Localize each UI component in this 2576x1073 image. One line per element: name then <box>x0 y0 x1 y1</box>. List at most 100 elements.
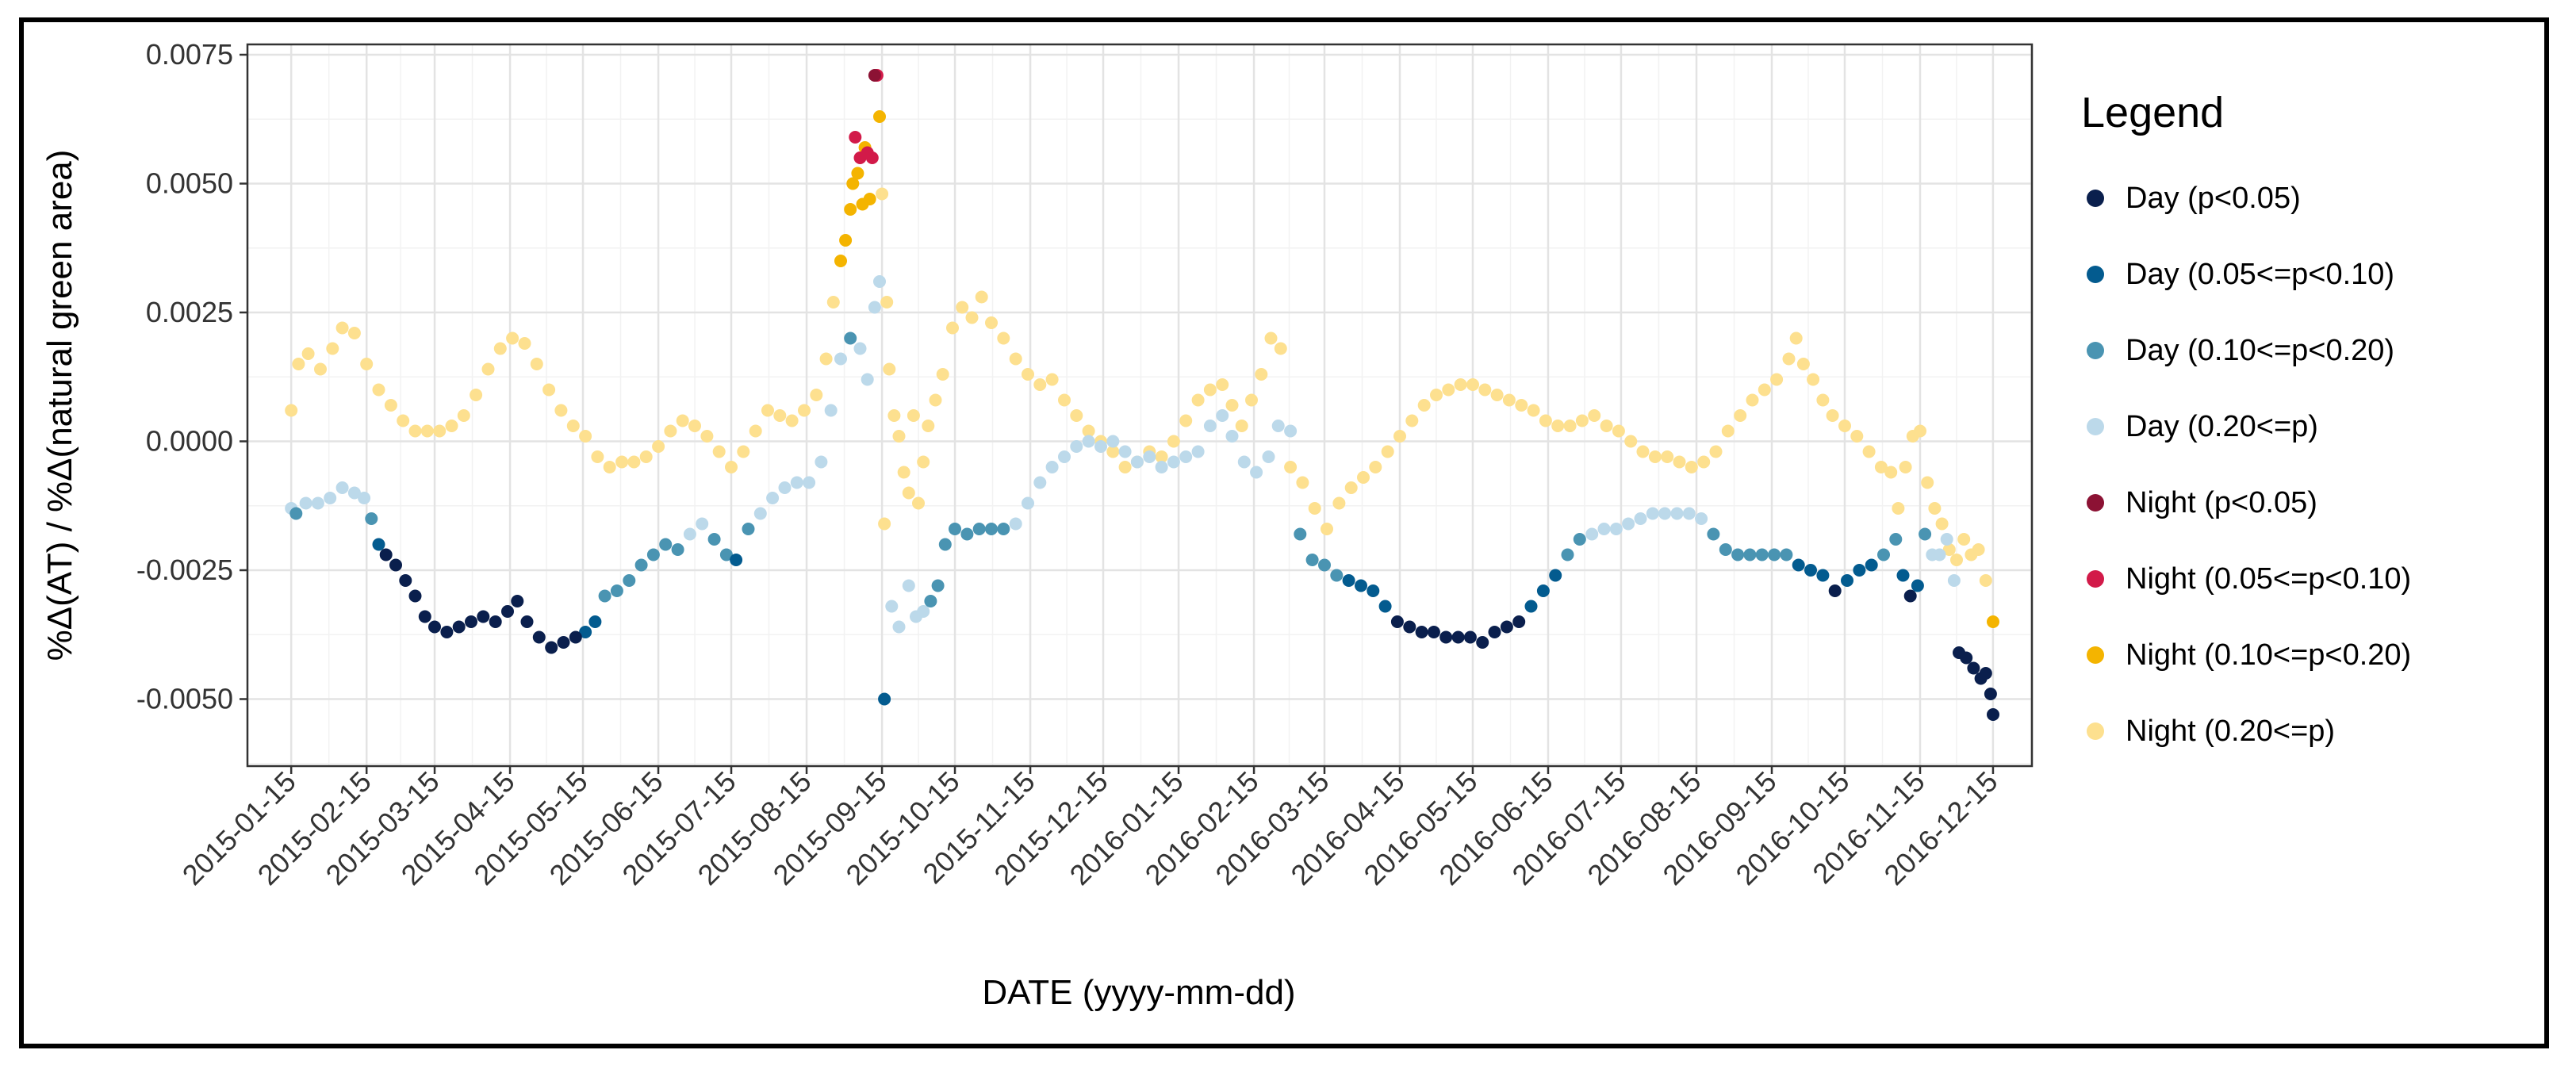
data-point-night <box>1884 466 1898 479</box>
data-point-night <box>1987 615 1999 628</box>
data-point-night <box>335 321 349 335</box>
x-axis-title: DATE (yyyy-mm-dd) <box>982 973 1295 1012</box>
data-point-day <box>1355 579 1367 592</box>
data-point-night <box>1942 543 1956 556</box>
data-point-night <box>1058 393 1071 407</box>
data-point-day <box>1609 523 1623 535</box>
data-point-night <box>1022 368 1034 381</box>
data-point-day <box>1597 523 1611 535</box>
data-point-day <box>1330 569 1344 582</box>
data-point-night <box>1118 461 1132 473</box>
data-point-day <box>742 523 755 535</box>
data-point-day <box>1439 630 1453 644</box>
data-point-night <box>1636 445 1650 458</box>
data-point-day <box>532 630 546 644</box>
data-point-day <box>1476 636 1489 649</box>
data-point-night <box>907 409 920 422</box>
data-point-night <box>433 424 447 438</box>
legend-key-night_p020 <box>2087 646 2104 664</box>
data-point-day <box>610 584 623 597</box>
data-point-day <box>824 404 838 417</box>
data-point-night <box>1972 543 1985 556</box>
data-point-night <box>1454 378 1467 391</box>
data-point-day <box>1780 548 1793 561</box>
data-point-day <box>1903 589 1917 603</box>
y-tick-label: 0.0000 <box>146 425 233 458</box>
data-point-night <box>652 440 665 453</box>
data-point-night <box>1921 476 1934 489</box>
data-point-night <box>917 455 930 469</box>
data-point-night <box>1179 414 1193 427</box>
data-point-night <box>603 461 616 473</box>
data-point-night <box>360 358 374 370</box>
data-point-day <box>1179 450 1193 463</box>
data-point-day <box>853 342 867 355</box>
data-point-night <box>1796 358 1810 370</box>
data-point-day <box>1707 527 1720 541</box>
data-point-night <box>664 424 677 438</box>
data-point-day <box>289 507 303 520</box>
data-point-night <box>1106 445 1120 458</box>
data-point-day <box>938 538 952 551</box>
data-point-day <box>1033 476 1047 489</box>
data-point-night <box>1308 502 1321 515</box>
data-point-night <box>676 414 689 427</box>
data-point-day <box>1403 620 1416 634</box>
data-point-day <box>1960 651 1973 665</box>
data-point-night <box>985 316 998 329</box>
data-point-day <box>696 517 709 531</box>
data-point-night <box>408 424 422 438</box>
data-point-day <box>1940 533 1953 546</box>
y-tick-label: 0.0025 <box>146 296 233 328</box>
data-point-night <box>865 151 879 164</box>
data-point-day <box>1967 661 1980 675</box>
data-point-night <box>1709 445 1723 458</box>
data-point-night <box>1284 461 1298 473</box>
data-point-day <box>347 486 361 500</box>
data-point-night <box>929 393 942 407</box>
data-point-night <box>566 420 580 432</box>
data-point-night <box>902 486 915 500</box>
data-point-night <box>997 331 1010 345</box>
data-point-night <box>1612 424 1625 438</box>
data-point-day <box>1009 517 1022 531</box>
data-point-day <box>1427 626 1440 638</box>
data-point-night <box>1381 445 1394 458</box>
data-point-day <box>1143 450 1156 463</box>
data-point-day <box>1130 455 1144 469</box>
data-point-night <box>1255 368 1268 381</box>
data-point-night <box>946 321 959 335</box>
data-point-day <box>1896 569 1910 582</box>
data-point-night <box>591 450 604 463</box>
data-point-night <box>1874 461 1888 473</box>
data-point-night <box>493 342 507 355</box>
data-point-night <box>506 331 519 345</box>
data-point-day <box>659 538 673 551</box>
data-point-night <box>897 466 910 479</box>
data-point-night <box>844 203 857 216</box>
data-point-night <box>725 461 738 473</box>
data-point-day <box>1367 584 1380 597</box>
data-point-day <box>489 615 502 628</box>
y-tick-label: 0.0050 <box>146 167 233 200</box>
data-point-day <box>707 533 721 546</box>
data-point-night <box>1892 502 1905 515</box>
data-point-day <box>588 615 602 628</box>
data-point-day <box>634 558 648 572</box>
data-point-night <box>457 409 470 422</box>
data-point-day <box>311 496 324 510</box>
legend-key-day_p010 <box>2087 266 2104 283</box>
legend-label-night_p020: Night (0.10<=p<0.20) <box>2126 638 2411 672</box>
data-point-day <box>1058 450 1071 463</box>
data-point-night <box>1539 414 1552 427</box>
data-point-day <box>1512 615 1526 628</box>
data-point-night <box>1344 481 1358 494</box>
data-point-day <box>324 492 337 504</box>
data-point-day <box>557 636 570 649</box>
data-point-night <box>773 409 787 422</box>
data-point-night <box>1563 420 1577 432</box>
legend-key-night_p010 <box>2087 570 2104 588</box>
data-point-day <box>885 600 899 613</box>
data-point-night <box>956 301 969 314</box>
data-point-night <box>700 430 714 443</box>
